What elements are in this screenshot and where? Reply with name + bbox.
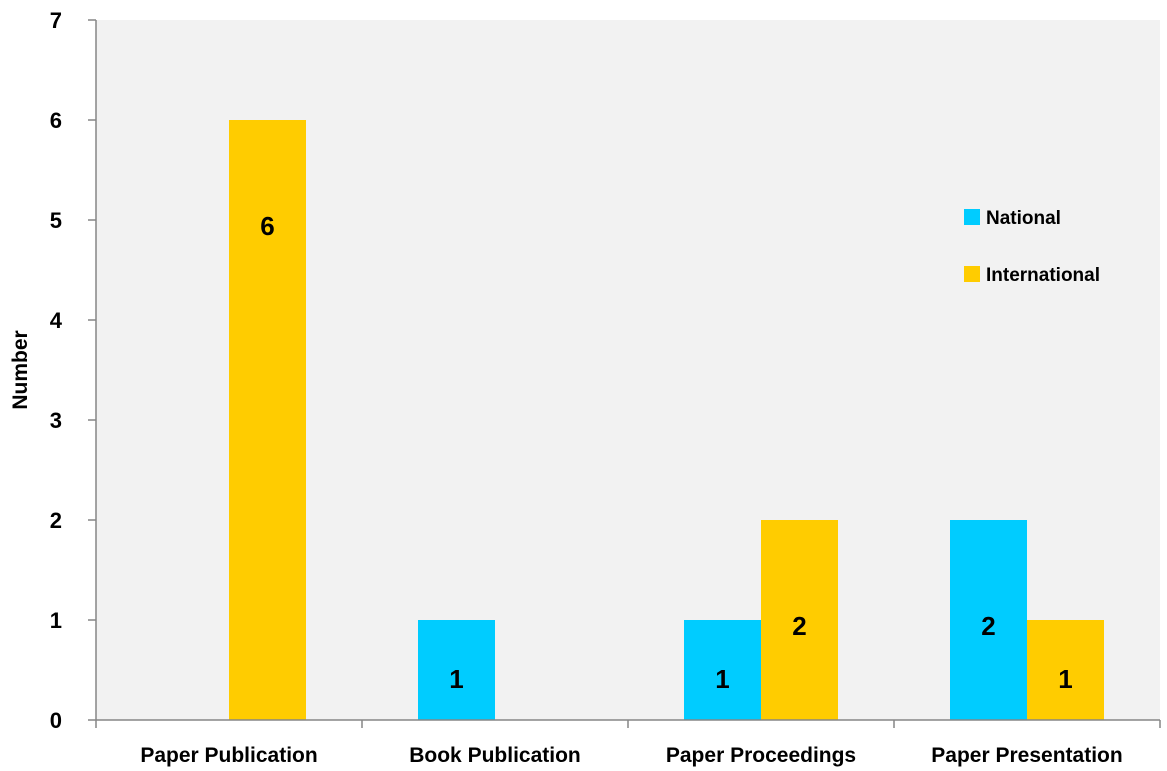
y-axis-title: Number	[9, 330, 32, 409]
bars-group	[229, 120, 1104, 720]
y-tick-label: 3	[50, 408, 62, 433]
legend: National International	[964, 208, 1100, 286]
data-label: 2	[792, 611, 806, 641]
legend-swatch-national	[964, 209, 980, 225]
bar-international	[1027, 620, 1104, 720]
y-tick-label: 4	[50, 308, 63, 333]
data-label: 1	[715, 664, 729, 694]
data-label: 6	[260, 211, 274, 241]
y-tick-label: 7	[50, 8, 62, 33]
legend-swatch-international	[964, 266, 980, 282]
bar-national	[418, 620, 495, 720]
x-category-label: Paper Proceedings	[666, 744, 856, 767]
y-ticks-group: 0 1 2 3 4 5 6 7	[50, 8, 96, 733]
x-category-label: Book Publication	[409, 744, 581, 767]
data-labels-group: 6 1 1 2 2 1	[260, 211, 1072, 694]
bar-national	[684, 620, 761, 720]
y-tick-label: 6	[50, 108, 62, 133]
x-category-label: Paper Presentation	[931, 744, 1122, 767]
bar-international	[761, 520, 838, 720]
legend-label-national: National	[986, 208, 1061, 229]
data-label: 2	[981, 611, 995, 641]
data-label: 1	[1058, 664, 1072, 694]
y-tick-label: 1	[50, 608, 62, 633]
bar-international	[229, 120, 306, 720]
bar-national	[950, 520, 1027, 720]
y-tick-label: 2	[50, 508, 62, 533]
x-ticks-group: Paper Publication Book Publication Paper P…	[95, 720, 1161, 767]
y-tick-label: 0	[50, 708, 62, 733]
data-label: 1	[449, 664, 463, 694]
x-category-label: Paper Publication	[140, 744, 317, 767]
y-tick-label: 5	[50, 208, 62, 233]
legend-label-international: International	[986, 265, 1100, 286]
